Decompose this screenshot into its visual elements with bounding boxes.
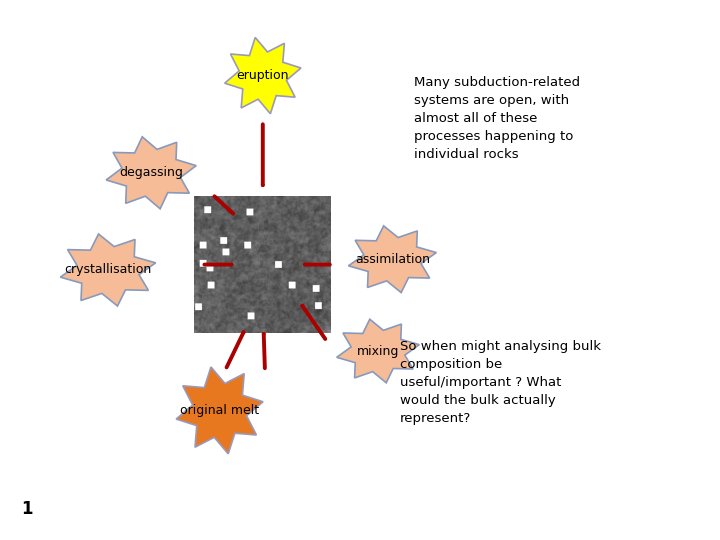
Text: degassing: degassing — [120, 166, 183, 179]
Polygon shape — [176, 367, 263, 454]
Polygon shape — [337, 319, 419, 383]
Text: eruption: eruption — [237, 69, 289, 82]
Polygon shape — [60, 234, 156, 306]
Text: 1: 1 — [22, 501, 33, 518]
Polygon shape — [225, 37, 301, 114]
Text: assimilation: assimilation — [355, 253, 430, 266]
Text: Many subduction-related
systems are open, with
almost all of these
processes hap: Many subduction-related systems are open… — [414, 76, 580, 160]
Polygon shape — [106, 137, 197, 209]
Text: So when might analysing bulk
composition be
useful/important ? What
would the bu: So when might analysing bulk composition… — [400, 340, 600, 425]
Text: original melt: original melt — [180, 404, 259, 417]
Text: mixing: mixing — [357, 345, 399, 357]
Text: crystallisation: crystallisation — [64, 264, 152, 276]
Polygon shape — [348, 226, 436, 293]
